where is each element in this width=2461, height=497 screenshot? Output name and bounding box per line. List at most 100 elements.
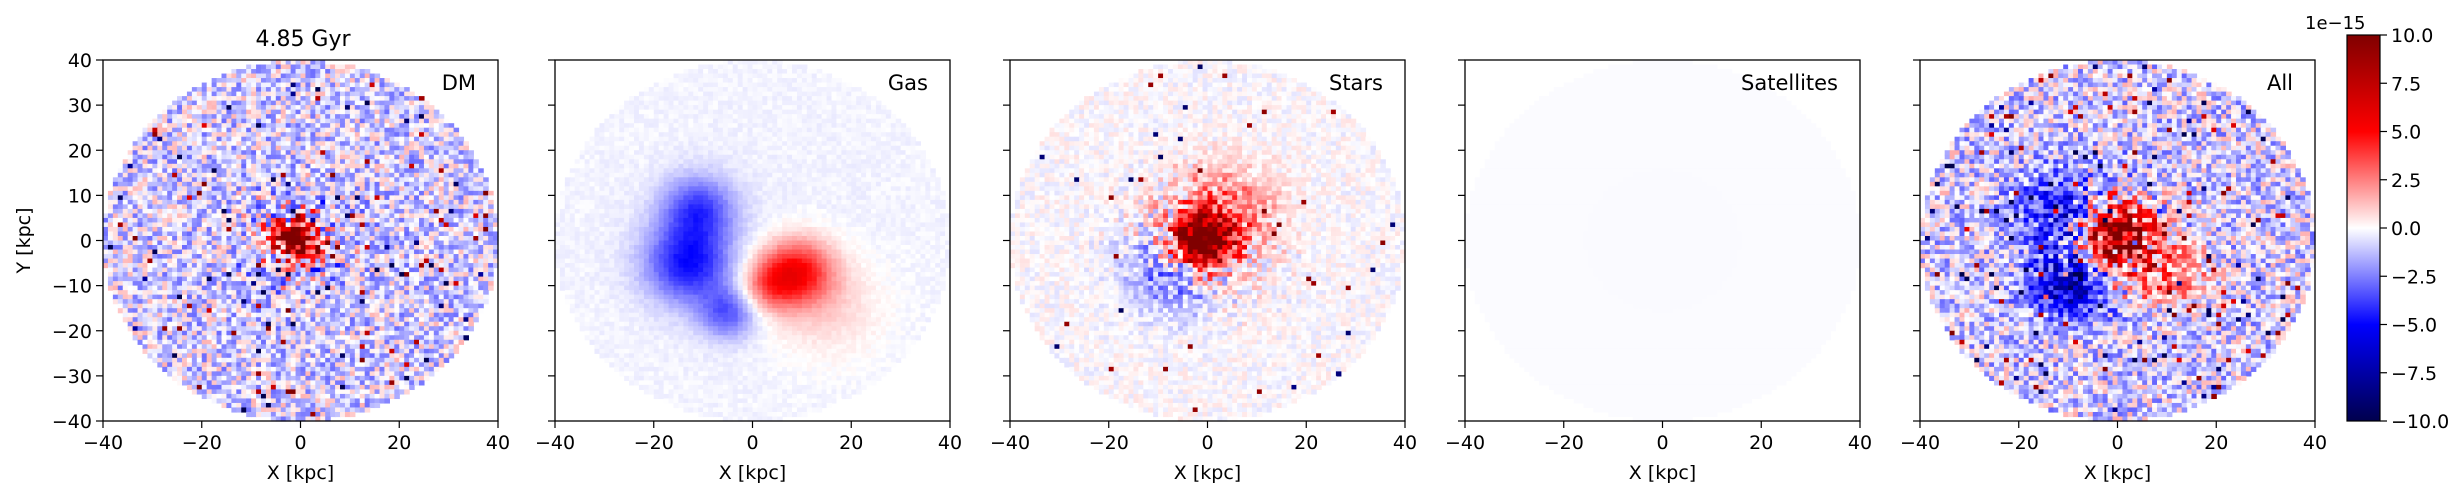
- heatmap-cell: [409, 128, 415, 133]
- heatmap-cell: [207, 159, 213, 164]
- heatmap-cell: [212, 92, 218, 97]
- heatmap-cell: [301, 114, 307, 119]
- heatmap-cell: [231, 137, 237, 142]
- heatmap-cell: [291, 241, 297, 246]
- heatmap-cell: [187, 231, 193, 236]
- heatmap-cell: [459, 150, 465, 155]
- heatmap-cell: [147, 236, 153, 241]
- heatmap-cell: [478, 241, 484, 246]
- heatmap-cell: [365, 168, 371, 173]
- heatmap-cell: [197, 227, 203, 232]
- heatmap-cell: [305, 78, 311, 83]
- heatmap-cell: [266, 407, 272, 412]
- heatmap-cell: [266, 74, 272, 79]
- heatmap-cell: [246, 335, 252, 340]
- heatmap-cell: [133, 245, 139, 250]
- heatmap-cell: [276, 286, 282, 291]
- heatmap-cell: [197, 344, 203, 349]
- heatmap-cell: [177, 241, 183, 246]
- heatmap-cell: [128, 159, 134, 164]
- heatmap-cell: [370, 132, 376, 137]
- heatmap-cell: [152, 195, 158, 200]
- heatmap-cell: [271, 69, 277, 74]
- heatmap-cell: [212, 141, 218, 146]
- heatmap-cell: [340, 259, 346, 264]
- heatmap-cell: [197, 313, 203, 318]
- heatmap-cell: [251, 403, 257, 408]
- heatmap-cell: [454, 290, 460, 295]
- heatmap-cell: [231, 313, 237, 318]
- heatmap-cell: [434, 114, 440, 119]
- heatmap-cell: [370, 371, 376, 376]
- heatmap-cell: [449, 317, 455, 322]
- heatmap-cell: [296, 290, 302, 295]
- heatmap-cell: [291, 349, 297, 354]
- heatmap-cell: [187, 371, 193, 376]
- heatmap-cell: [389, 200, 395, 205]
- heatmap-cell: [301, 96, 307, 101]
- heatmap-cell: [414, 186, 420, 191]
- heatmap-cell: [315, 218, 321, 223]
- heatmap-cell: [320, 236, 326, 241]
- heatmap-cell: [271, 299, 277, 304]
- heatmap-cell: [226, 209, 232, 214]
- heatmap-cell: [419, 317, 425, 322]
- heatmap-cell: [330, 250, 336, 255]
- heatmap-cell: [202, 182, 208, 187]
- heatmap-cell: [439, 241, 445, 246]
- heatmap-cell: [286, 304, 292, 309]
- heatmap-cell: [483, 254, 489, 259]
- heatmap-cell: [345, 403, 351, 408]
- heatmap-cell: [394, 317, 400, 322]
- heatmap-cell: [419, 227, 425, 232]
- heatmap-cell: [429, 177, 435, 182]
- heatmap-cell: [301, 65, 307, 70]
- heatmap-cell: [138, 250, 144, 255]
- heatmap-cell: [291, 376, 297, 381]
- heatmap-cell: [389, 114, 395, 119]
- heatmap-cell: [355, 335, 361, 340]
- heatmap-cell: [380, 92, 386, 97]
- heatmap-cell: [217, 286, 223, 291]
- heatmap-cell: [335, 268, 341, 273]
- heatmap-cell: [325, 380, 331, 385]
- heatmap-cell: [192, 119, 198, 124]
- heatmap-cell: [360, 362, 366, 367]
- heatmap-cell: [320, 186, 326, 191]
- heatmap-cell: [157, 290, 163, 295]
- heatmap-cell: [463, 168, 469, 173]
- heatmap-cell: [310, 335, 316, 340]
- heatmap-cell: [143, 272, 149, 277]
- heatmap-cell: [152, 349, 158, 354]
- heatmap-cell: [409, 222, 415, 227]
- heatmap-cell: [360, 128, 366, 133]
- heatmap-cell: [380, 290, 386, 295]
- heatmap-cell: [256, 389, 262, 394]
- heatmap-cell: [192, 195, 198, 200]
- heatmap-cell: [172, 344, 178, 349]
- heatmap-cell: [463, 186, 469, 191]
- heatmap-cell: [468, 304, 474, 309]
- heatmap-cell: [365, 385, 371, 390]
- heatmap-cell: [365, 326, 371, 331]
- heatmap-cell: [118, 241, 124, 246]
- heatmap-cell: [281, 105, 287, 110]
- heatmap-cell: [108, 259, 114, 264]
- heatmap-cell: [246, 241, 252, 246]
- heatmap-cell: [340, 119, 346, 124]
- heatmap-cell: [261, 150, 267, 155]
- heatmap-cell: [320, 308, 326, 313]
- heatmap-cell: [429, 299, 435, 304]
- heatmap-cell: [320, 209, 326, 214]
- heatmap-cell: [143, 186, 149, 191]
- heatmap-cell: [305, 286, 311, 291]
- heatmap-cell: [172, 308, 178, 313]
- heatmap-cell: [330, 128, 336, 133]
- heatmap-cell: [335, 119, 341, 124]
- heatmap-cell: [167, 200, 173, 205]
- heatmap-cell: [320, 164, 326, 169]
- heatmap-cell: [409, 195, 415, 200]
- heatmap-cell: [330, 222, 336, 227]
- heatmap-cell: [365, 218, 371, 223]
- heatmap-cell: [261, 277, 267, 282]
